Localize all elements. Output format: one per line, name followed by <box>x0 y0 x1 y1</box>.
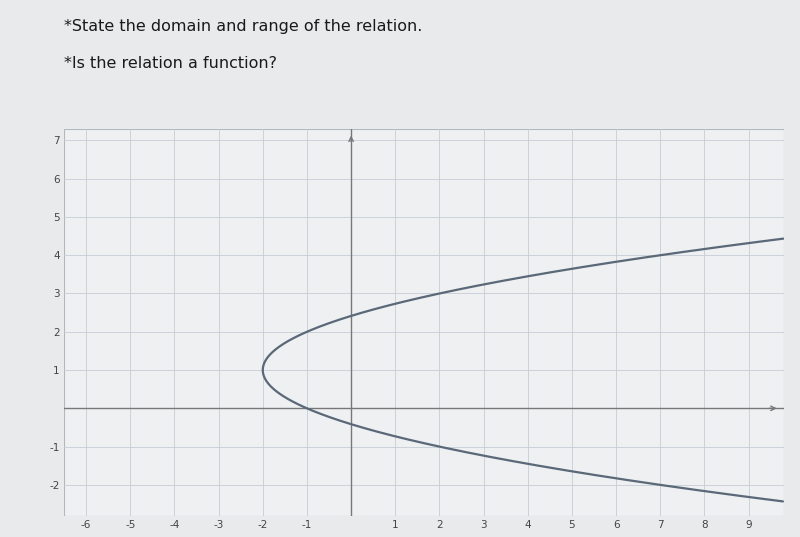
Text: *State the domain and range of the relation.: *State the domain and range of the relat… <box>64 19 422 34</box>
Text: *Is the relation a function?: *Is the relation a function? <box>64 56 277 71</box>
